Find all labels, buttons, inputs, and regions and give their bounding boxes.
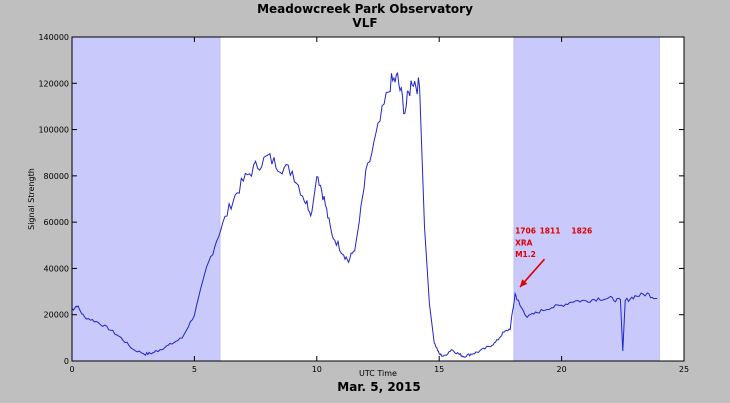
data-point <box>218 233 219 234</box>
data-point <box>404 111 405 112</box>
x-axis-label: UTC Time <box>359 369 397 378</box>
data-point <box>304 198 305 199</box>
data-point <box>377 129 378 130</box>
x-tick-label: 10 <box>312 365 322 374</box>
x-tick-label: 20 <box>557 365 567 374</box>
y-tick-label: 120000 <box>38 79 69 88</box>
data-point <box>96 321 97 322</box>
data-point <box>292 171 293 172</box>
y-tick-label: 40000 <box>44 264 69 273</box>
x-tick-label: 5 <box>192 365 197 374</box>
data-point <box>145 354 146 355</box>
data-point <box>133 349 134 350</box>
plot-frame <box>71 36 685 362</box>
data-point <box>424 222 425 223</box>
data-point <box>412 78 413 79</box>
data-point <box>502 333 503 334</box>
data-point <box>549 307 550 308</box>
y-tick-label: 60000 <box>44 218 69 227</box>
data-point <box>316 171 317 172</box>
data-point <box>255 166 256 167</box>
series-line-0 <box>71 71 658 358</box>
data-point <box>434 342 435 343</box>
shaded-region-1 <box>513 36 660 362</box>
data-point <box>510 328 511 329</box>
data-point <box>657 298 658 299</box>
data-point <box>397 78 398 79</box>
data-point <box>451 349 452 350</box>
data-point <box>160 349 161 350</box>
data-point <box>390 83 391 84</box>
data-point <box>429 303 430 304</box>
data-point <box>84 316 85 317</box>
y-tick-label: 140000 <box>38 33 69 42</box>
annotation-label: XRA <box>515 238 533 247</box>
data-point <box>280 166 281 167</box>
data-point <box>152 352 153 353</box>
data-point <box>169 344 170 345</box>
data-point <box>108 328 109 329</box>
data-point <box>355 245 356 246</box>
data-point <box>537 312 538 313</box>
date-label: Mar. 5, 2015 <box>337 380 421 394</box>
data-point <box>120 337 121 338</box>
data-point <box>341 249 342 250</box>
data-point <box>348 261 349 262</box>
data-point <box>519 305 520 306</box>
data-point <box>76 305 77 306</box>
x-tick-label: 0 <box>69 365 74 374</box>
data-point <box>324 198 325 199</box>
data-point <box>206 268 207 269</box>
data-point <box>458 354 459 355</box>
data-point <box>311 212 312 213</box>
data-point <box>488 347 489 348</box>
annotation-label: 1811 <box>540 227 561 236</box>
data-point <box>439 354 440 355</box>
chart-title: Meadowcreek Park Observatory <box>257 2 473 16</box>
y-tick-label: 0 <box>64 357 69 366</box>
shaded-region-0 <box>71 36 221 362</box>
y-tick-label: 20000 <box>44 311 69 320</box>
data-point <box>231 203 232 204</box>
annotation-label: 1706 <box>515 227 536 236</box>
data-point <box>478 351 479 352</box>
data-point <box>634 296 635 297</box>
annotation-label: 1826 <box>571 227 592 236</box>
annotation-arrowhead <box>519 279 528 287</box>
data-point <box>182 337 183 338</box>
data-point <box>527 316 528 317</box>
data-point <box>515 293 516 294</box>
y-tick-label: 100000 <box>38 126 69 135</box>
data-point <box>365 175 366 176</box>
data-point <box>573 300 574 301</box>
x-tick-label: 25 <box>679 365 689 374</box>
data-point <box>444 356 445 357</box>
y-axis-label: Signal Strength <box>27 168 36 230</box>
x-tick-label: 15 <box>434 365 444 374</box>
annotation-label: M1.2 <box>515 250 536 259</box>
data-point <box>194 314 195 315</box>
data-point <box>620 300 621 301</box>
data-point <box>610 298 611 299</box>
data-point <box>647 293 648 294</box>
data-point <box>495 342 496 343</box>
data-point <box>267 157 268 158</box>
data-point <box>586 300 587 301</box>
data-point <box>622 351 623 352</box>
data-point <box>419 87 420 88</box>
data-point <box>561 305 562 306</box>
data-point <box>243 180 244 181</box>
data-point <box>463 356 464 357</box>
data-point <box>470 354 471 355</box>
data-point <box>331 233 332 234</box>
data-point <box>625 300 626 301</box>
y-tick-label: 80000 <box>44 172 69 181</box>
chart-subtitle: VLF <box>352 16 378 30</box>
data-point <box>598 298 599 299</box>
